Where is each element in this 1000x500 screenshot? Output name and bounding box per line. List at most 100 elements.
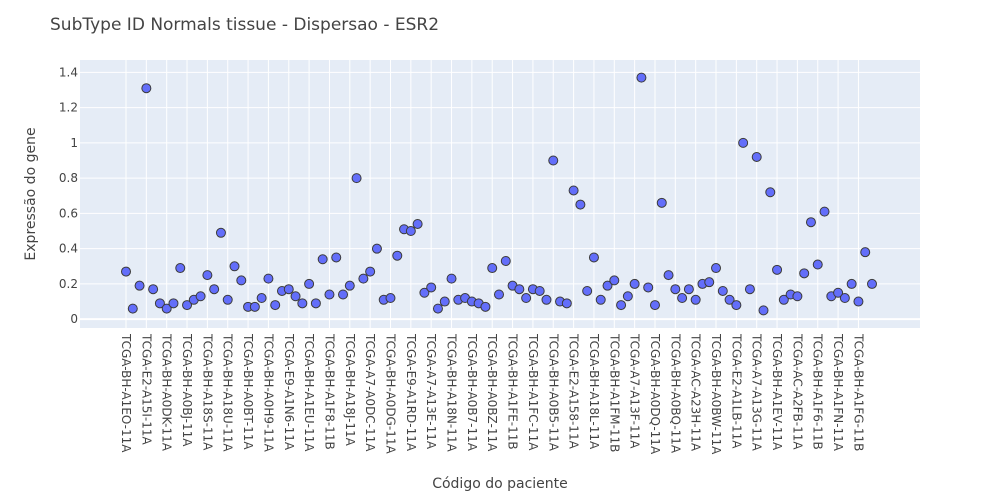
y-tick-label: 1.4	[59, 65, 78, 79]
data-point	[487, 263, 498, 274]
data-point	[683, 284, 694, 295]
data-point	[778, 294, 789, 305]
x-tick-label: TCGA-A7-A13G-11A	[750, 333, 764, 452]
data-point	[548, 155, 559, 166]
data-point	[514, 284, 525, 295]
data-point	[304, 278, 315, 289]
x-tick-label: TCGA-BH-A0BW-11A	[709, 333, 723, 455]
data-point	[717, 285, 728, 296]
data-point	[290, 291, 301, 302]
data-point	[365, 266, 376, 277]
x-tick-label: TCGA-BH-A18J-11A	[343, 333, 357, 447]
data-point	[222, 294, 233, 305]
x-tick-label: TCGA-BH-A1FC-11A	[526, 333, 540, 451]
data-point	[846, 278, 857, 289]
data-point	[704, 277, 715, 288]
x-tick-label: TCGA-BH-A0B5-11A	[546, 333, 560, 452]
data-point	[805, 217, 816, 228]
data-point	[141, 83, 152, 94]
x-tick-label: TCGA-BH-A0B7-11A	[465, 333, 479, 452]
x-axis-title: Código do paciente	[432, 476, 568, 492]
data-point	[215, 227, 226, 238]
data-point	[439, 296, 450, 307]
data-point	[331, 252, 342, 263]
data-point	[175, 263, 186, 274]
x-tick-label: TCGA-E2-A15I-11A	[139, 333, 153, 445]
data-point	[629, 278, 640, 289]
data-point	[799, 268, 810, 279]
data-point	[338, 289, 349, 300]
data-point	[643, 282, 654, 293]
data-point	[263, 273, 274, 284]
data-point	[622, 291, 633, 302]
chart-title: SubType ID Normals tissue - Dispersao - …	[50, 15, 439, 35]
x-tick-label: TCGA-AC-A2FB-11A	[790, 333, 804, 450]
x-tick-label: TCGA-E2-A158-11A	[567, 333, 581, 450]
data-point	[568, 185, 579, 196]
data-point	[860, 247, 871, 258]
y-tick-label: 1	[70, 136, 78, 150]
data-point	[371, 243, 382, 254]
data-point	[344, 280, 355, 291]
data-point	[209, 284, 220, 295]
data-point	[677, 293, 688, 304]
x-tick-label: TCGA-BH-A0BJ-11A	[180, 333, 194, 447]
x-tick-label: TCGA-BH-A1EU-11A	[302, 333, 316, 452]
data-point	[731, 300, 742, 311]
data-point	[636, 72, 647, 83]
x-tick-label: TCGA-BH-A1F8-11B	[322, 333, 336, 450]
data-point	[765, 187, 776, 198]
data-point	[839, 293, 850, 304]
data-point	[772, 264, 783, 275]
x-tick-labels: TCGA-BH-A1EO-11A TCGA-E2-A15I-11A TCGA-BH-…	[119, 333, 865, 455]
data-point	[616, 300, 627, 311]
y-gridlines	[80, 71, 920, 321]
x-tick-label: TCGA-BH-A18U-11A	[221, 333, 235, 452]
data-point	[588, 252, 599, 263]
data-point	[419, 287, 430, 298]
data-point	[168, 298, 179, 309]
data-point	[297, 298, 308, 309]
data-point	[724, 294, 735, 305]
x-tick-label: TCGA-BH-A0BZ-11A	[485, 333, 499, 452]
data-point	[602, 280, 613, 291]
data-point	[494, 289, 504, 300]
data-point	[534, 285, 545, 296]
x-tick-label: TCGA-BH-A1FE-11B	[506, 333, 520, 450]
x-tick-label: TCGA-E9-A1N6-11A	[282, 333, 296, 451]
data-point	[575, 199, 586, 210]
data-point	[663, 270, 674, 281]
x-tick-label: TCGA-BH-A1F6-11B	[811, 333, 825, 450]
data-point	[317, 254, 328, 265]
x-tick-label: TCGA-A7-A13E-11A	[424, 333, 438, 450]
data-point	[256, 293, 267, 304]
data-point	[236, 275, 247, 286]
x-tick-label: TCGA-BH-A18N-11A	[445, 333, 459, 453]
data-point	[148, 284, 159, 295]
data-point	[853, 296, 864, 307]
data-point	[385, 293, 396, 304]
data-point	[541, 294, 552, 305]
x-gridlines	[125, 60, 859, 328]
data-point	[121, 266, 131, 277]
x-tick-label: TCGA-BH-A0BT-11A	[241, 333, 255, 450]
data-point	[812, 259, 823, 270]
x-tick-label: TCGA-AC-A23H-11A	[689, 333, 703, 452]
data-point	[310, 298, 321, 309]
y-axis-title: Expressão do gene	[23, 127, 39, 260]
data-point	[249, 301, 260, 312]
x-tick-label: TCGA-BH-A0DG-11A	[383, 333, 397, 454]
x-tick-label: TCGA-BH-A0DK-11A	[160, 333, 174, 452]
data-point	[561, 298, 572, 309]
data-point	[690, 294, 701, 305]
data-point	[324, 289, 335, 300]
data-point	[134, 280, 145, 291]
y-tick-label: 0.2	[59, 277, 78, 291]
data-point	[283, 284, 294, 295]
x-tick-label: TCGA-BH-A18L-11A	[587, 333, 601, 450]
data-point	[582, 285, 593, 296]
x-tick-label: TCGA-BH-A0BQ-11A	[668, 333, 682, 454]
x-tick-label: TCGA-BH-A1FG-11B	[851, 333, 865, 451]
y-tick-label: 0.6	[59, 206, 78, 220]
